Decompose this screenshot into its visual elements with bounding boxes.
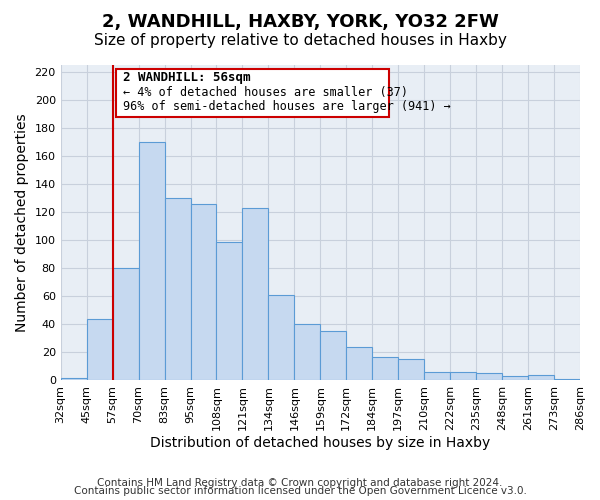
Bar	[217, 242, 242, 380]
Bar	[191, 204, 217, 380]
Text: 2 WANDHILL: 56sqm: 2 WANDHILL: 56sqm	[123, 70, 250, 84]
Bar	[86, 319, 113, 380]
Text: 2, WANDHILL, HAXBY, YORK, YO32 2FW: 2, WANDHILL, HAXBY, YORK, YO32 2FW	[101, 12, 499, 30]
Bar	[295, 324, 320, 380]
Bar	[139, 142, 164, 380]
Bar	[113, 268, 139, 380]
Bar	[61, 378, 86, 380]
Bar	[346, 347, 372, 380]
Bar	[424, 372, 450, 380]
Bar	[242, 208, 268, 380]
Bar	[372, 356, 398, 380]
Bar	[528, 375, 554, 380]
Y-axis label: Number of detached properties: Number of detached properties	[15, 114, 29, 332]
Bar	[398, 360, 424, 380]
FancyBboxPatch shape	[116, 69, 389, 117]
Bar	[164, 198, 191, 380]
Bar	[320, 332, 346, 380]
Bar	[450, 372, 476, 380]
X-axis label: Distribution of detached houses by size in Haxby: Distribution of detached houses by size …	[150, 436, 490, 450]
Text: Contains public sector information licensed under the Open Government Licence v3: Contains public sector information licen…	[74, 486, 526, 496]
Text: ← 4% of detached houses are smaller (37): ← 4% of detached houses are smaller (37)	[123, 86, 408, 99]
Text: 96% of semi-detached houses are larger (941) →: 96% of semi-detached houses are larger (…	[123, 100, 451, 113]
Text: Contains HM Land Registry data © Crown copyright and database right 2024.: Contains HM Land Registry data © Crown c…	[97, 478, 503, 488]
Text: Size of property relative to detached houses in Haxby: Size of property relative to detached ho…	[94, 32, 506, 48]
Bar	[554, 379, 580, 380]
Bar	[502, 376, 528, 380]
Bar	[268, 295, 295, 380]
Bar	[476, 374, 502, 380]
